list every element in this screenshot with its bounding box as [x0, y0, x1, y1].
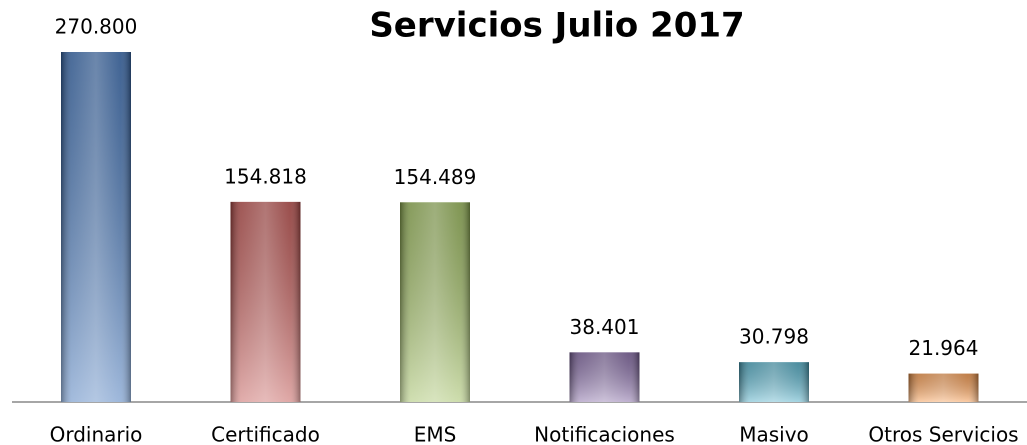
bar — [908, 373, 979, 402]
data-label: 30.798 — [739, 325, 809, 349]
x-tick-label: Certificado — [211, 423, 320, 445]
bar — [400, 202, 470, 402]
bar — [569, 352, 640, 402]
bar — [61, 52, 131, 402]
x-tick-label: Otros Servicios — [868, 423, 1018, 445]
bar — [739, 362, 809, 402]
data-label: 21.964 — [909, 336, 979, 360]
x-tick-label: Masivo — [739, 423, 809, 445]
data-label: 270.800 — [55, 15, 138, 39]
data-label: 154.818 — [224, 164, 307, 188]
chart-title: Servicios Julio 2017 — [369, 6, 744, 46]
bar — [230, 201, 301, 402]
data-label: 154.489 — [394, 165, 477, 189]
x-tick-label: Notificaciones — [534, 423, 675, 445]
data-label: 38.401 — [570, 315, 640, 339]
x-tick-label: Ordinario — [50, 423, 143, 445]
x-tick-label: EMS — [414, 423, 457, 445]
